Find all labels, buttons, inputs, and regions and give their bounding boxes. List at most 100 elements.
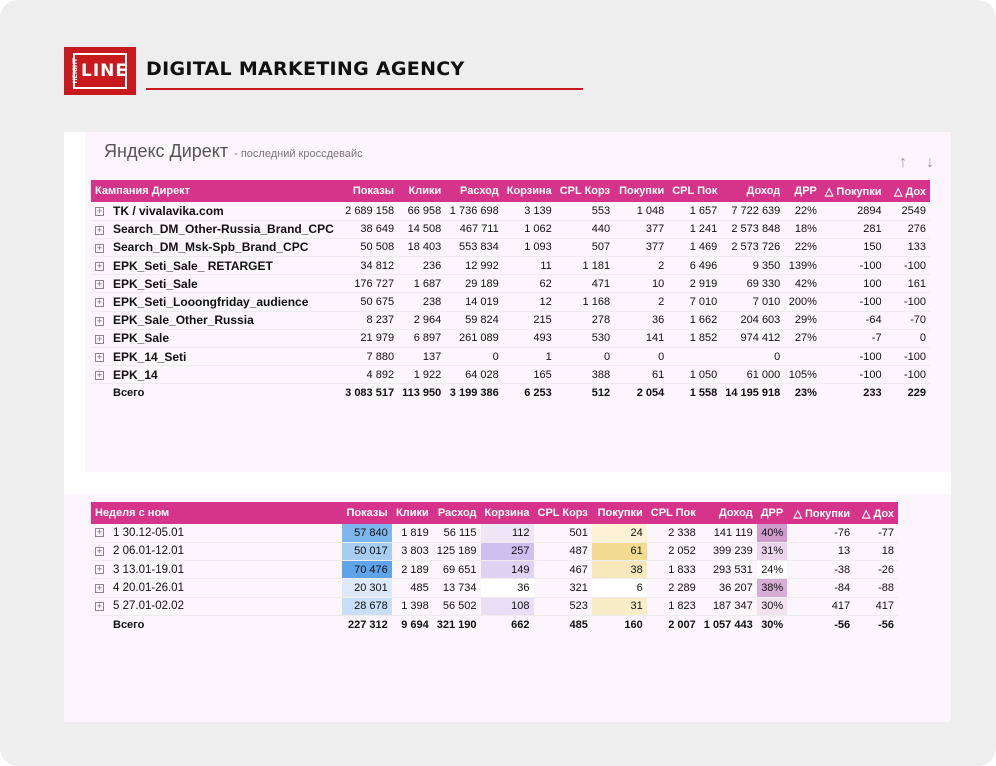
sort-up-icon[interactable]: ↑ bbox=[899, 154, 907, 171]
column-header[interactable]: △ Дох bbox=[854, 502, 898, 524]
column-header[interactable]: Доход bbox=[699, 502, 757, 524]
column-header[interactable]: Корзина bbox=[502, 180, 556, 202]
table-cell: 18 403 bbox=[398, 238, 446, 258]
expand-icon[interactable]: + bbox=[95, 370, 104, 381]
table-cell: -100 bbox=[820, 292, 886, 312]
column-header[interactable]: Расход bbox=[432, 502, 481, 524]
table-cell: 12 992 bbox=[445, 256, 503, 276]
table-row[interactable]: +5 27.01-02.02 28 678 1 398 56 502 108 523 31 1… bbox=[91, 597, 898, 616]
table-cell: -100 bbox=[885, 347, 930, 367]
table-row[interactable]: + EPK_14_Seti 7 880 137 0 1 0 0 0 -100 -100 bbox=[91, 347, 930, 367]
table-row[interactable]: +1 30.12-05.01 57 840 1 819 56 115 112 501 24 2… bbox=[91, 524, 898, 543]
expand-icon[interactable]: + bbox=[95, 333, 104, 344]
table-cell: 24% bbox=[756, 560, 788, 580]
column-header[interactable]: △ Покупки bbox=[820, 180, 886, 202]
table-row[interactable]: + TK / vivalavika.com 2 689 158 66 958 1 736… bbox=[91, 202, 930, 221]
table-cell: 18% bbox=[784, 220, 821, 239]
table-row[interactable]: + Search_DM_Other-Russia_Brand_CPC 38 649 1… bbox=[91, 220, 930, 239]
table-cell: 1 181 bbox=[555, 256, 615, 276]
table-cell: 139% bbox=[784, 256, 821, 276]
table-cell: 0 bbox=[555, 347, 615, 367]
total-cell: 160 bbox=[624, 618, 643, 631]
column-header[interactable]: CPL Корз bbox=[533, 502, 592, 524]
campaigns-header-row: Кампания Директ Показы Клики Расход Корзина C… bbox=[91, 180, 930, 202]
table-row[interactable]: + Search_DM_Msk-Spb_Brand_CPC 50 508 18 403… bbox=[91, 238, 930, 258]
expand-icon[interactable]: + bbox=[95, 279, 104, 290]
table-row[interactable]: + EPK_Seti_Sale_ RETARGET 34 812 236 12 992 1… bbox=[91, 256, 930, 276]
table-row[interactable]: +3 13.01-19.01 70 476 2 189 69 651 149 467 38 1… bbox=[91, 560, 898, 580]
column-header[interactable]: Неделя с ном bbox=[91, 502, 342, 524]
row-label: + EPK_Seti_Sale bbox=[91, 274, 342, 294]
column-header[interactable]: CPL Корз bbox=[555, 180, 615, 202]
table-cell: 161 bbox=[885, 274, 930, 294]
table-cell: 6 897 bbox=[398, 329, 446, 349]
column-header[interactable]: CPL Пок bbox=[646, 502, 700, 524]
table-cell: 501 bbox=[533, 524, 592, 543]
column-header[interactable]: Клики bbox=[391, 502, 433, 524]
table-row[interactable]: + EPK_Seti_Looongfriday_audience 50 675 238… bbox=[91, 292, 930, 312]
sort-down-icon[interactable]: ↓ bbox=[926, 154, 934, 171]
column-header[interactable]: △ Покупки bbox=[787, 502, 855, 524]
table-cell: 36 bbox=[614, 311, 669, 330]
table-cell: 2 bbox=[614, 292, 669, 312]
total-cell: 23% bbox=[794, 387, 817, 400]
table-cell: 1 062 bbox=[502, 220, 556, 239]
column-header[interactable]: △ Дох bbox=[885, 180, 930, 202]
row-label-text: EPK_Seti_Sale_ RETARGET bbox=[113, 258, 273, 273]
expand-icon[interactable]: + bbox=[95, 297, 104, 308]
column-header[interactable]: Покупки bbox=[614, 180, 669, 202]
table-cell: 1 833 bbox=[646, 560, 700, 580]
expand-icon[interactable]: + bbox=[95, 582, 104, 593]
expand-icon[interactable]: + bbox=[95, 242, 104, 253]
table-row[interactable]: + EPK_Sale_Other_Russia 8 237 2 964 59 824 21… bbox=[91, 311, 930, 330]
expand-icon[interactable]: + bbox=[95, 206, 104, 217]
table-cell: 42% bbox=[784, 274, 821, 294]
table-cell: 377 bbox=[614, 238, 669, 258]
column-header[interactable]: ДРР bbox=[756, 502, 788, 524]
table-row[interactable]: + EPK_14 4 892 1 922 64 028 165 388 61 1 050 61 0… bbox=[91, 365, 930, 385]
row-label-text: EPK_14_Seti bbox=[113, 349, 187, 364]
campaigns-table: Кампания Директ Показы Клики Расход Корзина C… bbox=[91, 180, 930, 402]
table-cell: 3 139 bbox=[502, 202, 556, 221]
expand-icon[interactable]: + bbox=[95, 315, 104, 326]
column-header[interactable]: Клики bbox=[398, 180, 446, 202]
table-cell: 553 834 bbox=[445, 238, 503, 258]
expand-icon[interactable]: + bbox=[95, 260, 104, 271]
table-cell: 27% bbox=[784, 329, 821, 349]
total-cell: 6 253 bbox=[524, 387, 552, 400]
weeks-panel: Неделя с ном Показы Клики Расход Корзина CPL … bbox=[64, 494, 951, 722]
table-row[interactable]: + EPK_Seti_Sale 176 727 1 687 29 189 62 471 10 2… bbox=[91, 274, 930, 294]
table-cell: 2 689 158 bbox=[341, 202, 399, 221]
table-row[interactable]: +2 06.01-12.01 50 017 3 803 125 189 257 487 61… bbox=[91, 542, 898, 562]
column-header[interactable]: Доход bbox=[721, 180, 785, 202]
expand-icon[interactable]: + bbox=[95, 600, 104, 611]
table-cell: 377 bbox=[614, 220, 669, 239]
row-label-text: TK / vivalavika.com bbox=[113, 203, 224, 218]
column-header[interactable]: Расход bbox=[445, 180, 503, 202]
table-row[interactable]: + EPK_Sale 21 979 6 897 261 089 493 530 141 1 85… bbox=[91, 329, 930, 349]
table-cell: 1 657 bbox=[668, 202, 722, 221]
column-header[interactable]: Показы bbox=[341, 180, 399, 202]
table-cell: 1 922 bbox=[398, 365, 446, 385]
column-header[interactable]: Показы bbox=[341, 502, 392, 524]
column-header[interactable]: ДРР bbox=[784, 180, 821, 202]
expand-icon[interactable]: + bbox=[95, 224, 104, 235]
row-label-text: 2 06.01-12.01 bbox=[113, 545, 184, 558]
row-label: +5 27.01-02.02 bbox=[91, 597, 342, 616]
column-header[interactable]: Корзина bbox=[480, 502, 534, 524]
table-cell: 238 bbox=[398, 292, 446, 312]
table-cell: 69 651 bbox=[432, 560, 481, 580]
column-header[interactable]: Кампания Директ bbox=[91, 180, 342, 202]
table-cell: 64 028 bbox=[445, 365, 503, 385]
row-label-text: EPK_Sale bbox=[113, 331, 170, 346]
expand-icon[interactable]: + bbox=[95, 527, 104, 538]
expand-icon[interactable]: + bbox=[95, 564, 104, 575]
column-header[interactable]: CPL Пок bbox=[668, 180, 722, 202]
table-cell: 278 bbox=[555, 311, 615, 330]
expand-icon[interactable]: + bbox=[95, 351, 104, 362]
table-row[interactable]: +4 20.01-26.01 20 301 485 13 734 36 321 6 2 289… bbox=[91, 578, 898, 598]
column-header[interactable]: Покупки bbox=[591, 502, 647, 524]
expand-icon[interactable]: + bbox=[95, 545, 104, 556]
table-cell: -38 bbox=[787, 560, 855, 580]
table-cell: 1 819 bbox=[391, 524, 433, 543]
